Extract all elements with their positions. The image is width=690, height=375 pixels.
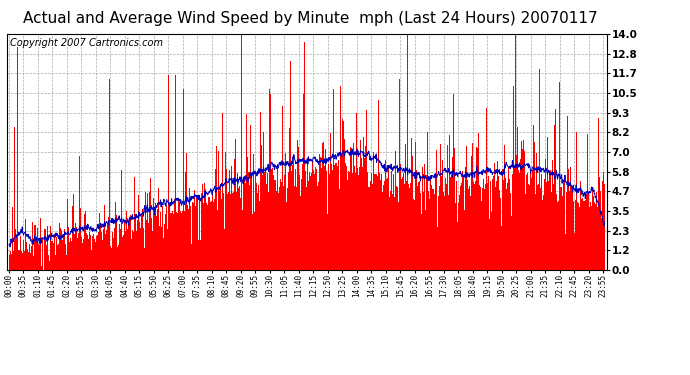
Text: Copyright 2007 Cartronics.com: Copyright 2007 Cartronics.com — [10, 39, 163, 48]
Text: Actual and Average Wind Speed by Minute  mph (Last 24 Hours) 20070117: Actual and Average Wind Speed by Minute … — [23, 11, 598, 26]
